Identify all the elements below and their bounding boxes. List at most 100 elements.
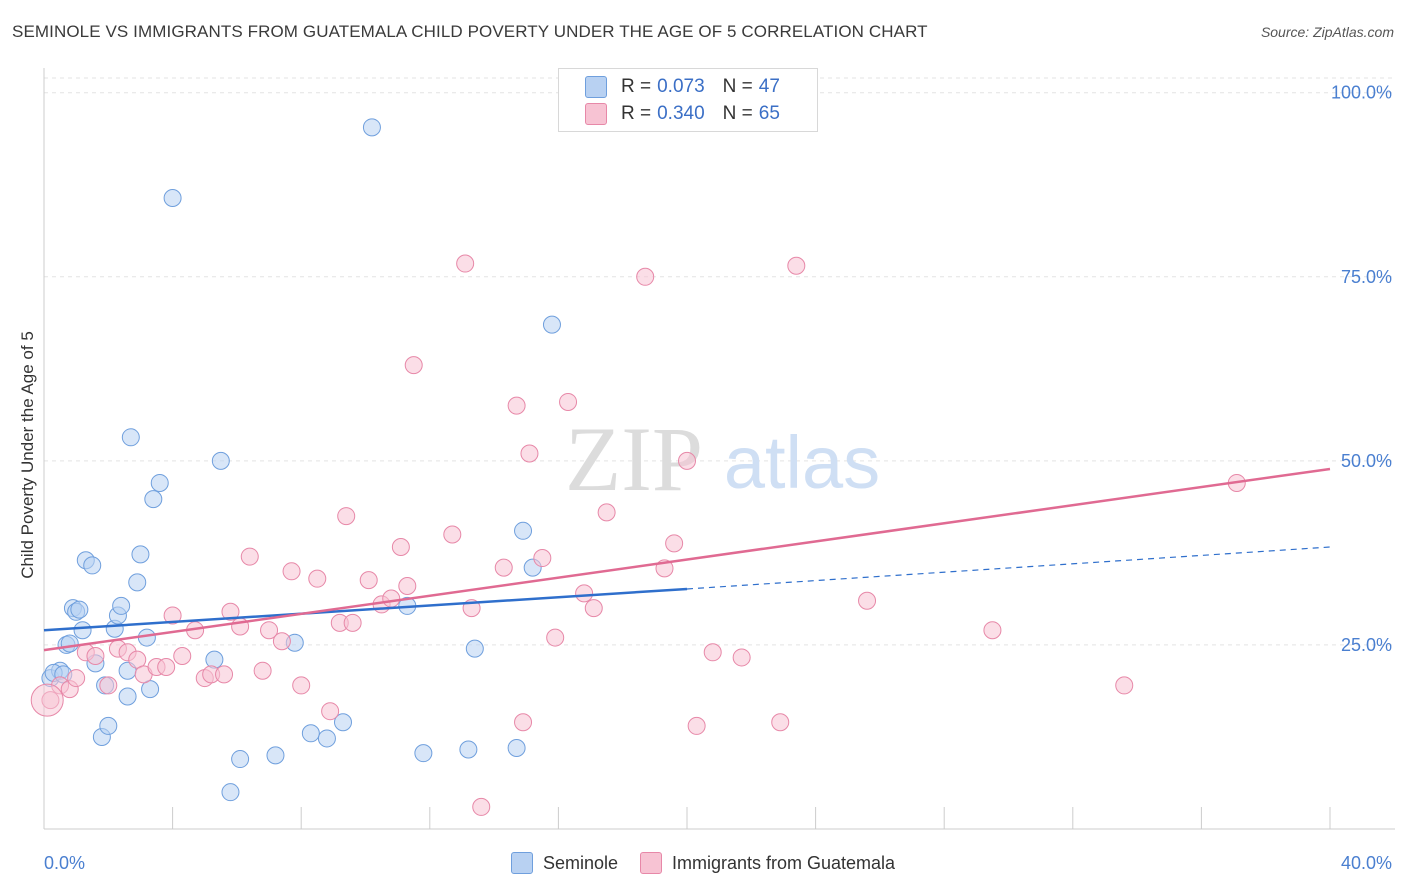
guatemala-point	[687, 716, 706, 735]
x-tick-label: 40.0%	[1341, 853, 1392, 873]
watermark: ZIP atlas	[565, 408, 880, 510]
correlation-legend: R = 0.073 N = 47 R = 0.340 N = 65	[558, 68, 818, 132]
guatemala-point	[494, 558, 513, 577]
guatemala-point	[597, 503, 616, 522]
guatemala-point	[215, 665, 234, 684]
guatemala-point	[337, 507, 356, 526]
seminole-point	[112, 596, 131, 615]
seminole-point	[507, 739, 526, 758]
seminole-point	[211, 451, 230, 470]
chart-title: SEMINOLE VS IMMIGRANTS FROM GUATEMALA CH…	[12, 22, 928, 41]
guatemala-point	[732, 648, 751, 667]
guatemala-point	[858, 591, 877, 610]
guatemala-point	[240, 547, 259, 566]
seminole-point	[266, 746, 285, 765]
guatemala-point	[559, 392, 578, 411]
seminole-point	[301, 724, 320, 743]
guatemala-r-value: 0.340	[657, 103, 705, 124]
seminole-point	[514, 521, 533, 540]
y-tick-label: 75.0%	[1341, 267, 1392, 287]
seminole-point	[333, 713, 352, 732]
seminole-point	[221, 783, 240, 802]
guatemala-point	[703, 643, 722, 662]
seminole-point	[414, 744, 433, 763]
guatemala-point	[173, 646, 192, 665]
legend-row-guatemala: R = 0.340 N = 65	[585, 102, 798, 126]
legend-row-seminole: R = 0.073 N = 47	[585, 75, 798, 99]
seminole-point	[542, 315, 561, 334]
guatemala-point	[391, 538, 410, 557]
guatemala-point	[546, 628, 565, 647]
seminole-point	[99, 716, 118, 735]
seminole-r-value: 0.073	[657, 76, 705, 97]
seminole-swatch	[585, 76, 607, 98]
seminole-n-value: 47	[758, 76, 780, 97]
guatemala-point	[221, 602, 240, 621]
seminole-trend-line	[43, 587, 688, 632]
source-label: Source: ZipAtlas.com	[1260, 24, 1394, 40]
guatemala-point	[398, 577, 417, 596]
guatemala-point	[272, 632, 291, 651]
n-label: N =	[722, 76, 753, 97]
guatemala-trend-line	[43, 467, 1331, 652]
series-legend: Seminole Immigrants from Guatemala	[0, 852, 1406, 874]
guatemala-point	[575, 584, 594, 603]
guatemala-point	[443, 525, 462, 544]
guatemala-point	[292, 676, 311, 695]
seminole-point	[70, 600, 89, 619]
r-label: R =	[621, 103, 652, 124]
trend-lines	[43, 467, 1331, 652]
guatemala-point	[321, 702, 340, 721]
guatemala-point	[1115, 676, 1134, 695]
guatemala-point	[771, 713, 790, 732]
seminole-point	[83, 556, 102, 575]
tick-labels: 25.0% 50.0% 75.0% 100.0% 0.0% 40.0%	[44, 83, 1392, 873]
legend-item-guatemala: Immigrants from Guatemala	[639, 852, 896, 874]
seminole-point	[118, 687, 137, 706]
seminole-point	[150, 473, 169, 492]
guatemala-point	[359, 571, 378, 590]
guatemala-point	[472, 797, 491, 816]
guatemala-legend-label: Immigrants from Guatemala	[671, 852, 896, 873]
guatemala-point	[983, 621, 1002, 640]
seminole-point	[163, 189, 182, 208]
guatemala-swatch	[585, 103, 607, 125]
seminole-point	[459, 740, 478, 759]
y-tick-label: 100.0%	[1331, 83, 1392, 103]
guatemala-point	[456, 254, 475, 273]
guatemala-point	[678, 451, 696, 470]
guatemala-point	[404, 356, 423, 375]
guatemala-point	[520, 444, 539, 463]
data-points	[30, 118, 1246, 816]
seminole-point	[121, 428, 140, 447]
seminole-point	[128, 573, 147, 592]
guatemala-point	[163, 606, 182, 625]
seminole-point	[205, 650, 224, 669]
guatemala-point	[157, 658, 176, 677]
guatemala-point	[665, 534, 684, 553]
guatemala-point	[343, 613, 362, 632]
guatemala-point	[67, 669, 86, 688]
guatemala-point	[260, 621, 279, 640]
legend-item-seminole: Seminole	[510, 852, 618, 874]
guatemala-point	[514, 713, 533, 732]
n-label: N =	[722, 103, 753, 124]
seminole-point	[131, 545, 150, 564]
guatemala-point	[584, 599, 603, 618]
guatemala-point	[636, 267, 655, 286]
seminole-point	[317, 729, 336, 748]
guatemala-point	[533, 549, 552, 568]
seminole-point	[362, 118, 381, 137]
axes	[43, 68, 1395, 830]
guatemala-point	[282, 562, 301, 581]
y-tick-label: 25.0%	[1341, 635, 1392, 655]
seminole-legend-swatch	[510, 852, 533, 874]
guatemala-n-value: 65	[758, 103, 780, 124]
guatemala-point	[86, 646, 105, 665]
seminole-point	[144, 490, 163, 509]
r-label: R =	[621, 76, 652, 97]
x-tick-label: 0.0%	[44, 853, 85, 873]
guatemala-point	[308, 569, 327, 588]
guatemala-legend-swatch	[639, 852, 662, 874]
